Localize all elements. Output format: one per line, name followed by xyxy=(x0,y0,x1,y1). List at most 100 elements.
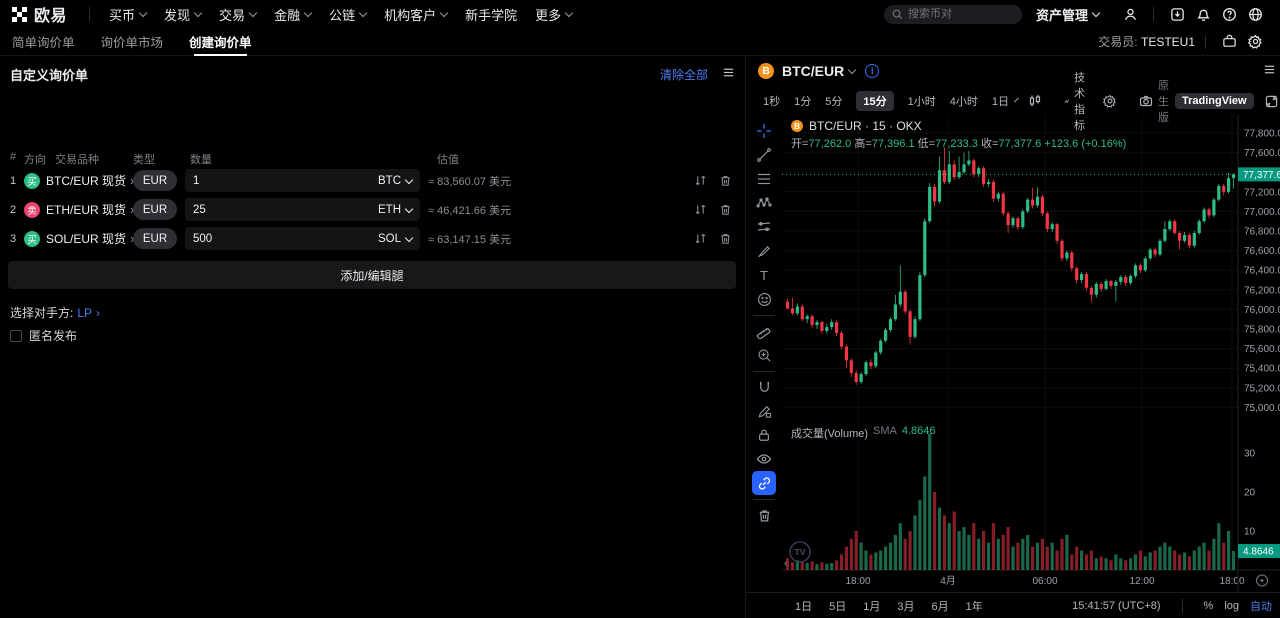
tf-5m[interactable]: 5分 xyxy=(825,96,843,108)
chevron-down-icon[interactable] xyxy=(1014,97,1019,103)
candlestick-chart[interactable]: 75,000.0 75,200.0 75,400.0 75,600.0 75,800.0… xyxy=(782,114,1280,592)
tf-1d[interactable]: 1日 xyxy=(991,96,1009,108)
tab-rfq-market[interactable]: 询价单市场 xyxy=(100,36,164,50)
swap-direction-icon[interactable] xyxy=(694,174,707,187)
chart-panel: B BTC/EUR i 1秒 1分 5分 15分 1小时 4小时 1日 技术指标… xyxy=(746,56,1280,618)
pair-selector[interactable]: SOL/EUR 现货› xyxy=(46,230,134,247)
nav-item-more[interactable]: 更多 xyxy=(535,5,574,24)
tf-15m-active[interactable]: 15分 xyxy=(856,91,894,111)
counterparty-link[interactable]: LP xyxy=(77,305,93,320)
valuation-text: ≈ 83,560.07 美元 xyxy=(428,175,512,188)
nav-item-finance[interactable]: 金融 xyxy=(274,5,313,24)
rfq-board-icon[interactable] xyxy=(1216,30,1242,54)
remove-drawings-trash-icon[interactable] xyxy=(752,503,776,527)
range-6m[interactable]: 6月 xyxy=(931,600,949,613)
tab-simple-rfq[interactable]: 简单询价单 xyxy=(12,36,75,50)
language-globe-icon[interactable] xyxy=(1242,2,1268,26)
zoom-in-icon[interactable] xyxy=(752,343,776,367)
amount-input[interactable]: 25 ETH xyxy=(185,198,420,221)
panel-menu-icon[interactable] xyxy=(1263,63,1276,79)
snapshot-camera-icon[interactable] xyxy=(1139,94,1153,108)
type-pill[interactable]: EUR xyxy=(133,170,177,191)
info-icon[interactable]: i xyxy=(865,64,880,78)
clock[interactable]: 15:41:57 (UTC+8) xyxy=(1072,599,1161,612)
unit-selector[interactable]: SOL xyxy=(378,233,414,245)
log-scale-toggle[interactable]: log xyxy=(1224,599,1239,612)
assets-menu[interactable]: 资产管理 xyxy=(1036,5,1101,24)
pair-selector[interactable]: BTC/EUR 现货› xyxy=(46,172,134,189)
tab-create-rfq[interactable]: 创建询价单 xyxy=(189,28,252,56)
clear-all-button[interactable]: 清除全部 xyxy=(659,67,708,82)
percent-scale-toggle[interactable]: % xyxy=(1203,599,1214,612)
nav-item-trade[interactable]: 交易 xyxy=(219,5,258,24)
leg-list-icon[interactable] xyxy=(722,66,735,82)
trend-line-tool-icon[interactable] xyxy=(752,143,776,167)
chevron-right-icon[interactable]: › xyxy=(96,305,101,320)
tf-4h[interactable]: 4小时 xyxy=(949,96,978,108)
nav-item-academy[interactable]: 新手学院 xyxy=(465,7,518,23)
forecast-tool-icon[interactable] xyxy=(752,215,776,239)
unit-selector[interactable]: BTC xyxy=(378,175,414,187)
okx-logo-icon[interactable] xyxy=(12,6,27,22)
add-edit-legs-button[interactable]: 添加/编辑腿 xyxy=(8,261,736,289)
indicators-button[interactable]: 技术指标 xyxy=(1064,69,1093,133)
fib-tool-icon[interactable] xyxy=(752,167,776,191)
crosshair-tool-icon[interactable] xyxy=(752,119,776,143)
search-bar[interactable] xyxy=(883,4,1022,24)
range-1d[interactable]: 1日 xyxy=(795,600,813,613)
pattern-tool-icon[interactable] xyxy=(752,191,776,215)
range-1m[interactable]: 1月 xyxy=(863,600,881,613)
nav-item-institutional[interactable]: 机构客户 xyxy=(384,5,449,24)
delete-leg-icon[interactable] xyxy=(719,232,732,245)
brush-tool-icon[interactable] xyxy=(752,239,776,263)
nav-item-buy-crypto[interactable]: 买币 xyxy=(109,5,148,24)
search-input[interactable] xyxy=(907,8,1014,20)
valuation-text: ≈ 63,147.15 美元 xyxy=(428,233,512,246)
btc-coin-icon: B xyxy=(791,120,803,132)
amount-input[interactable]: 500 SOL xyxy=(185,227,420,250)
tf-1m[interactable]: 1分 xyxy=(794,96,812,108)
tf-1h[interactable]: 1小时 xyxy=(907,96,936,108)
hide-drawings-eye-icon[interactable] xyxy=(752,447,776,471)
download-app-icon[interactable] xyxy=(1164,2,1190,26)
delete-leg-icon[interactable] xyxy=(719,203,732,216)
drawing-mode-icon[interactable] xyxy=(752,399,776,423)
help-icon[interactable] xyxy=(1216,2,1242,26)
sync-drawings-link-icon[interactable] xyxy=(752,471,776,495)
fullscreen-icon[interactable] xyxy=(1265,95,1278,108)
pair-selector[interactable]: ETH/EUR 现货› xyxy=(46,201,134,218)
nav-item-chain[interactable]: 公链 xyxy=(329,5,368,24)
range-5d[interactable]: 5日 xyxy=(829,600,847,613)
anonymous-checkbox[interactable] xyxy=(10,329,22,342)
settings-gear-icon[interactable] xyxy=(1242,30,1268,54)
notifications-bell-icon[interactable] xyxy=(1190,2,1216,26)
type-pill[interactable]: EUR xyxy=(133,199,177,220)
brand-name[interactable]: 欧易 xyxy=(34,8,68,25)
text-tool-icon[interactable]: T xyxy=(760,267,768,283)
swap-direction-icon[interactable] xyxy=(694,232,707,245)
chart-legend-title: B BTC/EUR · 15 · OKX xyxy=(791,119,922,133)
magnet-tool-icon[interactable] xyxy=(752,375,776,399)
delete-leg-icon[interactable] xyxy=(719,174,732,187)
range-3m[interactable]: 3月 xyxy=(897,600,915,613)
native-version-toggle[interactable]: 原生版 xyxy=(1158,80,1169,124)
search-icon xyxy=(892,9,903,19)
drawing-toolbar: T xyxy=(746,114,782,592)
type-pill[interactable]: EUR xyxy=(133,228,177,249)
nav-item-discover[interactable]: 发现 xyxy=(164,5,203,24)
chart-settings-gear-icon[interactable] xyxy=(1103,94,1117,108)
auto-scale-toggle[interactable]: 自动 xyxy=(1250,600,1272,613)
user-icon[interactable] xyxy=(1117,2,1143,26)
range-1y[interactable]: 1年 xyxy=(965,600,983,613)
svg-text:20: 20 xyxy=(1244,488,1256,499)
chart-style-icon[interactable] xyxy=(1028,94,1042,108)
symbol-selector[interactable]: BTC/EUR xyxy=(782,63,857,79)
tf-1s[interactable]: 1秒 xyxy=(763,96,781,108)
tradingview-toggle[interactable]: TradingView xyxy=(1175,93,1254,109)
amount-input[interactable]: 1 BTC xyxy=(185,169,420,192)
swap-direction-icon[interactable] xyxy=(694,203,707,216)
measure-ruler-icon[interactable] xyxy=(752,319,776,343)
emoji-tool-icon[interactable] xyxy=(752,287,776,311)
unit-selector[interactable]: ETH xyxy=(378,204,414,216)
lock-drawings-icon[interactable] xyxy=(752,423,776,447)
